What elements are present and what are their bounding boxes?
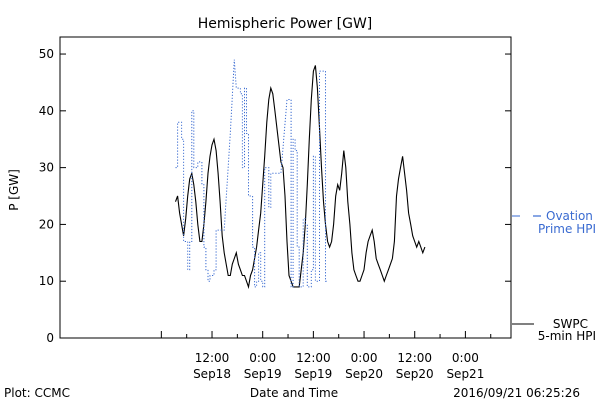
footer-right: 2016/09/21 06:25:26 <box>453 386 580 400</box>
legend-swpc: SWPC 5-min HPI <box>512 317 596 343</box>
y-tick-label: 10 <box>39 274 54 288</box>
series-swpc-line <box>174 65 426 290</box>
x-tick-time-label: 0:00 <box>452 351 479 365</box>
legend-swpc-label-2: 5-min HPI <box>538 329 596 343</box>
x-tick-date-label: Sep19 <box>294 367 332 381</box>
axis-ticks: 0 10 20 30 40 50 12:00 Sep18 0:00 Sep19 12:00 Sep19… <box>39 47 511 381</box>
x-tick-date-label: Sep19 <box>244 367 282 381</box>
series-layer <box>174 59 426 290</box>
footer-left: Plot: CCMC <box>4 386 70 400</box>
x-tick-date-label: Sep18 <box>193 367 231 381</box>
chart-title: Hemispheric Power [GW] <box>198 16 373 32</box>
x-tick-date-label: Sep20 <box>345 367 383 381</box>
plot-frame <box>59 36 512 339</box>
x-tick-date-label: Sep21 <box>446 367 484 381</box>
x-tick-date-label: Sep20 <box>396 367 434 381</box>
y-tick-label: 0 <box>46 331 54 345</box>
y-tick-label: 30 <box>39 161 54 175</box>
x-tick-time-label: 12:00 <box>296 351 331 365</box>
y-tick-label: 40 <box>39 104 54 118</box>
x-tick-time-label: 12:00 <box>195 351 230 365</box>
legend-ovation: Ovation Prime HPI <box>512 209 596 236</box>
y-tick-label: 50 <box>39 47 54 61</box>
x-tick-time-label: 12:00 <box>397 351 432 365</box>
series-ovation-line <box>175 59 328 288</box>
y-axis-label: P [GW] <box>7 169 21 211</box>
legend-ovation-label-1: Ovation <box>546 209 593 223</box>
x-axis-label: Date and Time <box>250 386 338 400</box>
y-tick-label: 20 <box>39 217 54 231</box>
x-tick-time-label: 0:00 <box>351 351 378 365</box>
legend-swpc-label-1: SWPC <box>553 317 588 331</box>
legend-ovation-label-2: Prime HPI <box>538 222 596 236</box>
x-tick-time-label: 0:00 <box>249 351 276 365</box>
